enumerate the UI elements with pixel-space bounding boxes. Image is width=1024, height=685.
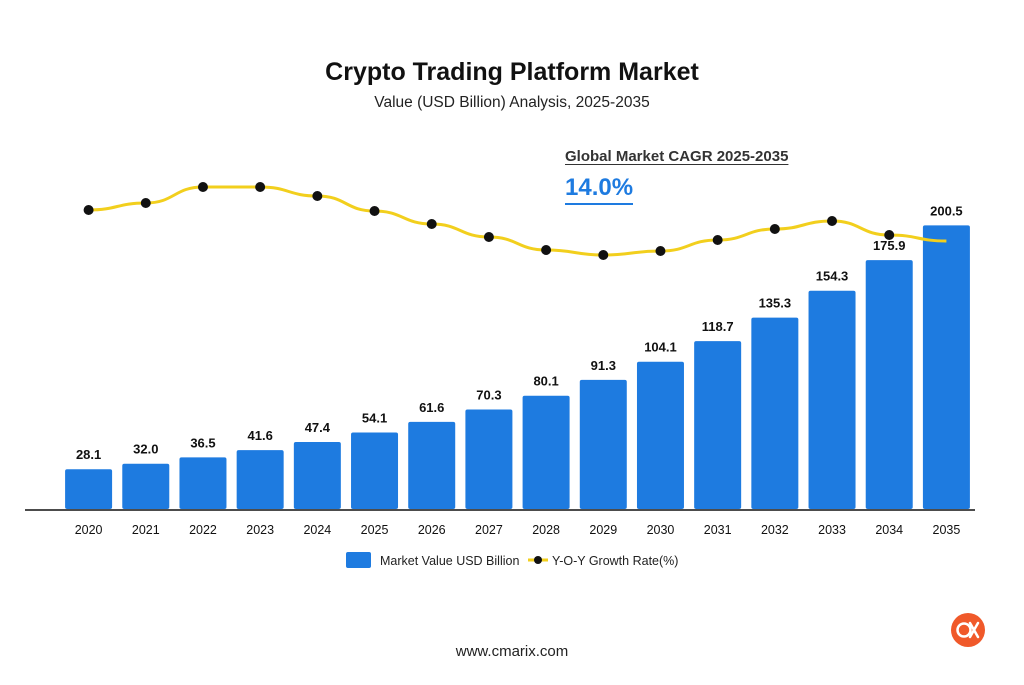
bar-2026 <box>408 421 456 509</box>
chart-title: Crypto Trading Platform Market <box>325 58 699 86</box>
x-tick-label: 2022 <box>189 523 217 537</box>
bar-2029 <box>579 379 627 509</box>
bar-2032 <box>751 317 799 509</box>
bar-value-label: 91.3 <box>591 358 616 373</box>
legend-line-label: Y-O-Y Growth Rate(%) <box>552 554 678 568</box>
bar-value-label: 118.7 <box>702 319 734 334</box>
bar-value-label: 61.6 <box>419 400 444 415</box>
growth-marker-2028 <box>541 245 552 255</box>
bar-value-label: 175.9 <box>873 238 906 253</box>
x-tick-label: 2034 <box>875 523 903 537</box>
bar-2023 <box>236 450 284 509</box>
bar-2020 <box>65 469 113 509</box>
bar-2034 <box>865 260 913 509</box>
bar-value-label: 41.6 <box>248 428 273 443</box>
bar-2033 <box>808 290 856 509</box>
bar-value-label: 70.3 <box>476 388 501 403</box>
bar-value-label: 54.1 <box>362 410 387 425</box>
growth-marker-2026 <box>426 219 437 229</box>
bar-2021 <box>122 463 170 509</box>
growth-marker-2033 <box>827 216 838 226</box>
growth-rate-line <box>88 185 947 257</box>
bar-2028 <box>522 395 570 509</box>
x-tick-label: 2021 <box>132 523 160 537</box>
bar-2025 <box>351 432 399 509</box>
growth-marker-2022 <box>197 182 208 192</box>
bar-value-label: 36.5 <box>190 435 215 450</box>
bar-2024 <box>293 441 341 509</box>
cagr-label: Global Market CAGR 2025-2035 <box>565 148 789 165</box>
growth-marker-2020 <box>83 205 94 215</box>
growth-marker-2029 <box>598 250 609 260</box>
x-tick-label: 2026 <box>418 523 446 537</box>
x-tick-label: 2024 <box>303 523 331 537</box>
bar-value-label: 104.1 <box>644 340 677 355</box>
bar-2022 <box>179 457 227 509</box>
bar-value-label: 200.5 <box>930 203 963 218</box>
x-tick-label: 2028 <box>532 523 560 537</box>
bar-value-label: 28.1 <box>76 447 101 462</box>
growth-marker-2023 <box>255 182 266 192</box>
growth-marker-2021 <box>140 198 151 208</box>
x-tick-label: 2031 <box>704 523 732 537</box>
bar-2027 <box>465 409 513 509</box>
bar-2030 <box>636 361 684 509</box>
growth-marker-2031 <box>712 235 723 245</box>
bar-value-label: 135.3 <box>759 296 792 311</box>
growth-marker-2027 <box>483 232 494 242</box>
growth-marker-2034 <box>884 230 895 240</box>
growth-marker-2030 <box>655 246 666 256</box>
footer-url[interactable]: www.cmarix.com <box>455 643 569 660</box>
growth-marker-2025 <box>369 206 380 216</box>
bar-value-label: 47.4 <box>305 420 331 435</box>
legend-bar-swatch <box>346 552 371 568</box>
x-tick-label: 2020 <box>75 523 103 537</box>
bar-value-label: 32.0 <box>133 442 158 457</box>
x-tick-label: 2023 <box>246 523 274 537</box>
x-tick-label: 2033 <box>818 523 846 537</box>
chart-subtitle: Value (USD Billion) Analysis, 2025-2035 <box>374 94 650 111</box>
x-tick-label: 2035 <box>933 523 961 537</box>
cagr-value: 14.0% <box>565 174 634 205</box>
cmarix-logo-icon <box>951 613 985 647</box>
x-tick-label: 2029 <box>589 523 617 537</box>
bar-value-label: 154.3 <box>816 269 849 284</box>
bar-2031 <box>694 341 742 509</box>
bar-2035 <box>922 225 970 510</box>
x-tick-label: 2027 <box>475 523 503 537</box>
legend-bar-label: Market Value USD Billion <box>380 554 519 568</box>
x-tick-label: 2032 <box>761 523 789 537</box>
x-tick-label: 2030 <box>647 523 675 537</box>
growth-marker-2032 <box>769 224 780 234</box>
bar-value-label: 80.1 <box>533 374 558 389</box>
growth-marker-2024 <box>312 191 323 201</box>
x-tick-label: 2025 <box>361 523 389 537</box>
legend-line-marker <box>534 556 542 564</box>
